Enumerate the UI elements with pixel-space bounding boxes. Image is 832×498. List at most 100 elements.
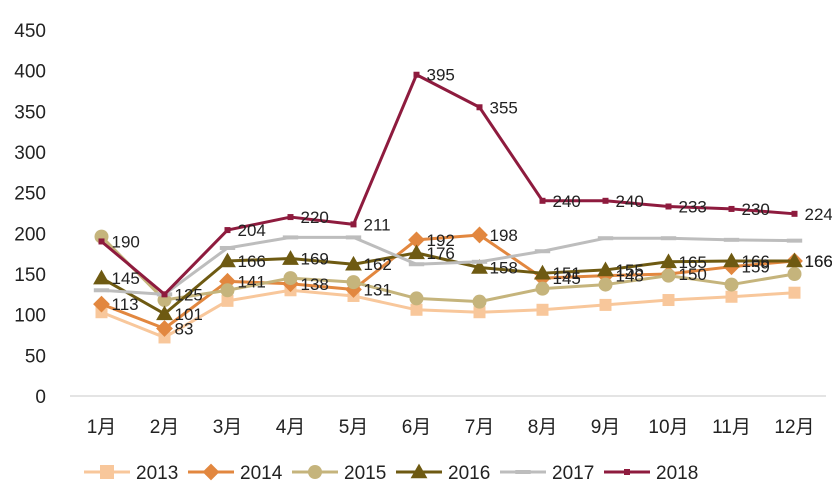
data-point-2015 [598,277,613,292]
y-axis: 0 50 100 150 200 250 300 350 400 450 [14,21,46,408]
y-tick-label: 450 [14,21,46,42]
data-point-2013 [599,298,612,311]
data-point-2015 [409,291,424,306]
x-tick-label: 5月 [339,417,369,438]
data-point-2015 [346,275,361,290]
x-tick-label: 3月 [213,417,243,438]
data-point-2016 [471,259,488,274]
legend-marker [410,463,428,479]
data-point-2018 [98,238,105,245]
legend-item-2016: 2016 [396,463,490,484]
series-line-2018 [100,73,795,296]
data-label-2014: 198 [490,226,518,245]
x-tick-label: 11月 [712,417,751,438]
data-point-2018 [791,210,798,217]
data-label-2016: 145 [112,269,140,288]
data-label-2018: 395 [427,66,455,85]
data-label-2016: 158 [490,258,518,277]
x-tick-label: 7月 [465,417,495,438]
data-point-2018 [224,227,231,234]
x-tick-label: 10月 [648,417,688,438]
data-point-2014 [93,295,110,313]
data-point-2014 [408,231,425,249]
data-point-2016 [723,252,740,268]
data-point-2016 [93,269,110,285]
data-point-2013 [158,331,171,344]
data-label-2018: 240 [553,192,581,211]
data-point-2013 [221,294,234,307]
legend-label: 2013 [136,463,178,484]
series-line-2017 [101,235,795,296]
x-axis: 1月 2月 3月 4月 5月 6月 7月 8月 9月 10月 11月 12月 [70,395,826,438]
data-point-2015 [94,229,109,244]
legend-marker [308,465,322,479]
data-label-2014: 141 [238,272,266,291]
data-point-2013 [662,294,675,307]
data-point-2017 [597,236,614,241]
y-tick-label: 350 [14,102,46,123]
data-point-2015 [661,268,676,283]
data-point-2018 [476,104,483,111]
data-label-2016: 165 [679,253,707,272]
series-line-2015 [100,235,795,304]
data-point-2013 [536,303,549,316]
data-point-2015 [724,277,739,292]
series-line-2013 [100,288,795,339]
data-point-2016 [597,261,614,277]
data-label-2018: 355 [490,98,518,117]
x-tick-label: 1月 [87,417,117,438]
series-2013 [95,284,801,344]
data-point-2017 [471,259,488,264]
y-tick-label: 250 [14,184,46,205]
data-label-2016: 155 [616,261,644,280]
legend-label: 2014 [240,463,283,484]
data-label-2016: 101 [175,305,203,324]
data-point-2014 [471,226,488,244]
x-tick-label: 8月 [528,417,558,438]
data-point-2017 [408,262,425,267]
data-label-2018: 220 [301,208,329,227]
y-tick-label: 150 [14,265,46,286]
data-point-2017 [282,235,299,240]
series-layer [93,71,803,344]
series-2018 [98,71,798,298]
x-tick-label: 2月 [150,417,180,438]
data-point-2018 [413,71,420,78]
data-point-2015 [787,267,802,281]
data-point-2013 [725,290,738,303]
data-label-2018: 224 [805,205,832,224]
data-point-2018 [665,203,672,210]
legend-label: 2015 [344,463,386,484]
data-point-2013 [788,286,801,299]
data-point-2016 [282,250,299,265]
data-label-2014: 150 [679,265,707,284]
data-point-2014 [156,320,173,337]
y-tick-label: 300 [14,143,46,164]
data-label-2016: 162 [364,255,392,274]
data-label-2018: 211 [364,215,391,234]
y-tick-label: 100 [14,306,46,327]
legend-item-2017: 2017 [500,463,594,484]
data-point-2016 [534,264,551,280]
data-point-2016 [345,255,362,271]
x-tick-label: 12月 [774,417,814,438]
series-line-2016 [100,251,795,316]
data-point-2018 [539,197,546,204]
data-point-2016 [219,252,236,268]
legend-marker [624,469,630,475]
data-label-2018: 204 [238,221,266,240]
data-point-2018 [602,197,609,204]
data-label-2018: 230 [742,200,770,219]
x-tick-label: 4月 [276,417,306,438]
data-label-2016: 151 [553,264,581,283]
data-label-2016: 176 [427,244,455,263]
data-label-2014: 131 [364,280,392,299]
legend-label: 2016 [448,463,490,484]
data-label-2014: 138 [301,275,329,294]
data-label-2014: 192 [427,231,455,250]
data-point-2018 [287,214,294,221]
data-label-2014: 159 [742,258,770,277]
